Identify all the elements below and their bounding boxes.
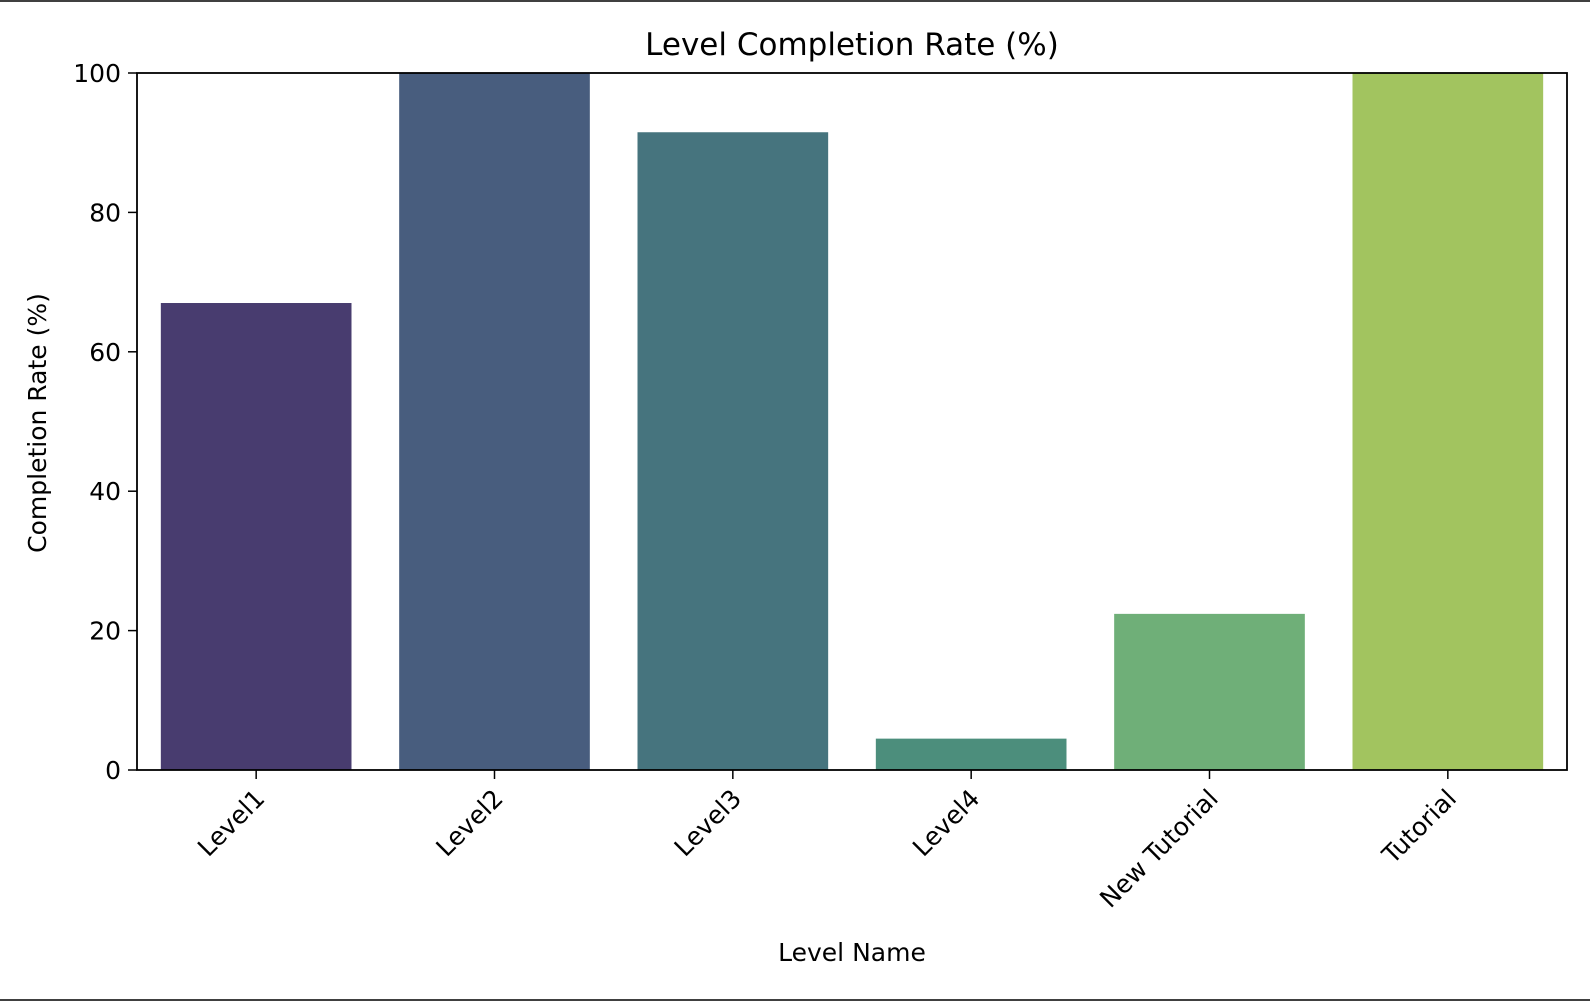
bar-new-tutorial: [1114, 613, 1305, 770]
x-tick-label: Level4: [907, 784, 985, 862]
x-tick-label: Level3: [669, 784, 747, 862]
bar-tutorial: [1352, 73, 1544, 770]
x-tick-label: Level2: [430, 784, 508, 862]
x-tick-label: Tutorial: [1376, 784, 1462, 870]
y-tick-label: 0: [105, 756, 121, 785]
plot-area-frame: [136, 72, 1568, 771]
x-tick-label: New Tutorial: [1094, 784, 1224, 914]
x-axis-ticks: Level1 Level2 Level3 Level4 New Tutorial Tuto…: [192, 770, 1462, 913]
bar-level2: [399, 73, 590, 770]
x-axis-label: Level Name: [778, 938, 926, 967]
bar-level3: [637, 132, 829, 770]
y-axis-label: Completion Rate (%): [23, 293, 52, 553]
y-tick-label: 60: [89, 338, 121, 367]
bars: [160, 73, 1544, 770]
chart-title: Level Completion Rate (%): [645, 27, 1059, 63]
y-tick-label: 100: [73, 59, 121, 88]
y-tick-label: 80: [89, 198, 121, 227]
y-tick-label: 20: [89, 617, 121, 646]
bar-level4: [875, 738, 1067, 770]
y-tick-label: 40: [89, 477, 121, 506]
x-tick-label: Level1: [192, 784, 270, 862]
bar-level1: [160, 303, 352, 770]
y-axis-ticks: 0 20 40 60 80 100: [73, 59, 137, 785]
